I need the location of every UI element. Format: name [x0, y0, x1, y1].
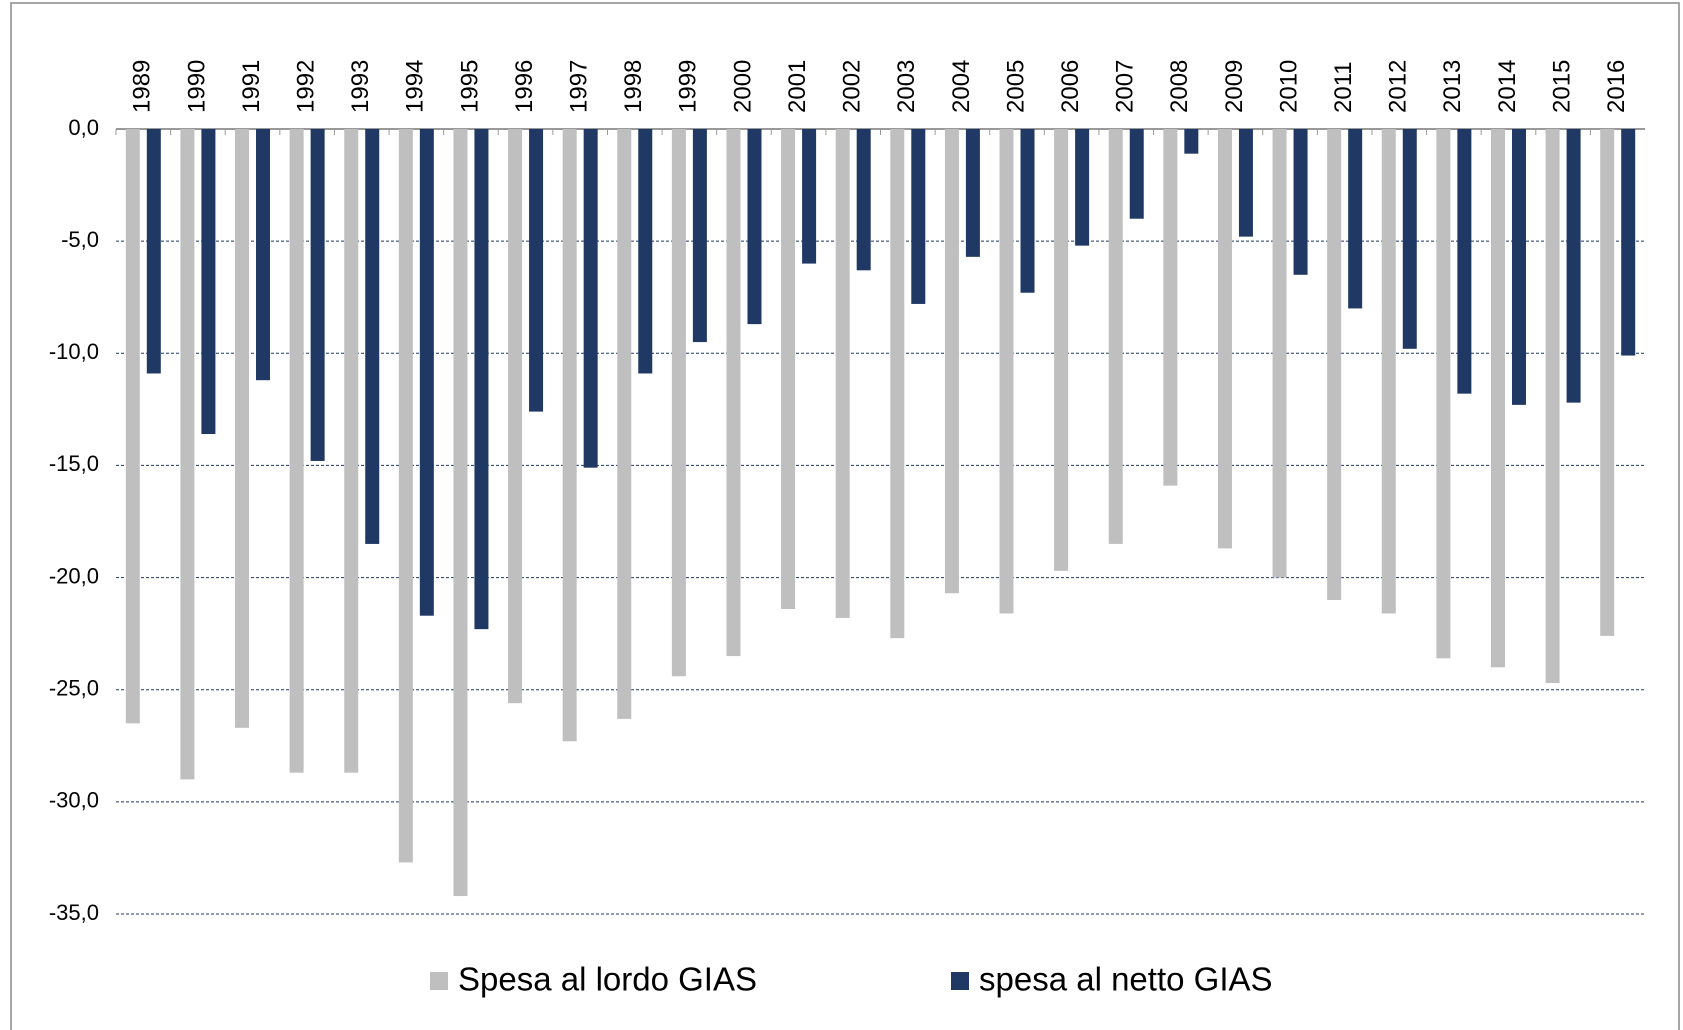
bar — [692, 129, 707, 343]
bar — [310, 129, 325, 461]
bar — [1402, 129, 1417, 349]
x-tick-label: 2016 — [1603, 60, 1630, 113]
bar — [125, 129, 140, 724]
bar — [944, 129, 959, 594]
bar — [1293, 129, 1308, 275]
y-tick-label: -20,0 — [49, 563, 99, 588]
bar — [1129, 129, 1144, 219]
x-tick-label: 1995 — [456, 60, 483, 113]
bar — [1272, 129, 1287, 578]
bar — [256, 129, 271, 381]
bar — [529, 129, 544, 412]
bar — [1436, 129, 1451, 659]
bar — [201, 129, 216, 435]
bar — [508, 129, 523, 704]
x-tick-label: 1998 — [620, 60, 647, 113]
bar — [365, 129, 380, 544]
bar — [1163, 129, 1178, 486]
x-tick-label: 2000 — [729, 60, 756, 113]
y-tick-label: -15,0 — [49, 451, 99, 476]
x-tick-label: 2011 — [1330, 61, 1357, 113]
x-tick-label: 2007 — [1112, 60, 1139, 113]
legend-swatch — [951, 972, 969, 990]
bar — [1457, 129, 1472, 394]
bar — [856, 129, 871, 271]
x-tick-label: 1999 — [675, 60, 702, 113]
x-tick-label: 1991 — [238, 60, 265, 113]
bar — [1108, 129, 1123, 544]
x-tick-label: 2008 — [1166, 60, 1193, 113]
y-tick-label: 0,0 — [68, 115, 99, 140]
x-tick-label: 2002 — [839, 60, 866, 113]
y-tick-label: -10,0 — [49, 339, 99, 364]
bar — [1054, 129, 1069, 571]
bar — [1566, 129, 1581, 403]
bar — [999, 129, 1014, 614]
bar — [1381, 129, 1396, 614]
bar — [1348, 129, 1363, 309]
bar — [419, 129, 434, 616]
bar — [802, 129, 817, 264]
bar — [1020, 129, 1035, 293]
bar — [965, 129, 980, 257]
bar — [453, 129, 468, 897]
x-tick-label: 1992 — [292, 60, 319, 113]
chart-border — [10, 2, 1680, 1030]
y-tick-label: -25,0 — [49, 676, 99, 701]
x-tick-label: 2004 — [948, 60, 975, 113]
x-tick-label: 2009 — [1221, 60, 1248, 113]
bar — [617, 129, 632, 719]
bar — [1184, 129, 1199, 154]
legend-label: spesa al netto GIAS — [979, 961, 1273, 998]
y-tick-label: -35,0 — [49, 900, 99, 925]
x-tick-label: 2015 — [1548, 60, 1575, 113]
legend-label: Spesa al lordo GIAS — [458, 961, 757, 998]
bar — [747, 129, 762, 325]
bar — [583, 129, 598, 468]
y-tick-label: -30,0 — [49, 788, 99, 813]
bar — [289, 129, 304, 773]
bar — [180, 129, 195, 780]
x-tick-label: 1997 — [566, 60, 593, 113]
bar — [344, 129, 359, 773]
x-tick-label: 2003 — [893, 60, 920, 113]
x-tick-label: 2013 — [1439, 60, 1466, 113]
bar — [1511, 129, 1526, 405]
bar — [671, 129, 686, 677]
bar — [835, 129, 850, 618]
bar — [890, 129, 905, 639]
bar — [1545, 129, 1560, 683]
legend-swatch — [430, 972, 448, 990]
bar — [235, 129, 250, 728]
x-tick-label: 1990 — [183, 60, 210, 113]
x-tick-label: 1994 — [402, 60, 429, 113]
bar — [911, 129, 926, 304]
x-tick-label: 2006 — [1057, 60, 1084, 113]
bar — [1600, 129, 1615, 636]
x-tick-label: 2005 — [1002, 60, 1029, 113]
bar — [1075, 129, 1090, 246]
bar — [146, 129, 161, 374]
bar — [398, 129, 413, 863]
bar — [1327, 129, 1342, 600]
x-tick-label: 1996 — [511, 60, 538, 113]
y-tick-label: -5,0 — [61, 227, 99, 252]
bar — [781, 129, 796, 609]
bar — [638, 129, 653, 374]
bar — [726, 129, 741, 657]
bar — [562, 129, 577, 742]
x-tick-label: 1993 — [347, 60, 374, 113]
x-tick-label: 2012 — [1385, 60, 1412, 113]
bar — [1217, 129, 1232, 549]
x-tick-label: 2010 — [1275, 60, 1302, 113]
bar — [1490, 129, 1505, 668]
x-tick-label: 2001 — [784, 60, 811, 113]
x-tick-label: 2014 — [1494, 60, 1521, 113]
bar — [1621, 129, 1636, 356]
bar — [474, 129, 489, 630]
x-tick-label: 1989 — [129, 60, 156, 113]
bar — [1238, 129, 1253, 237]
